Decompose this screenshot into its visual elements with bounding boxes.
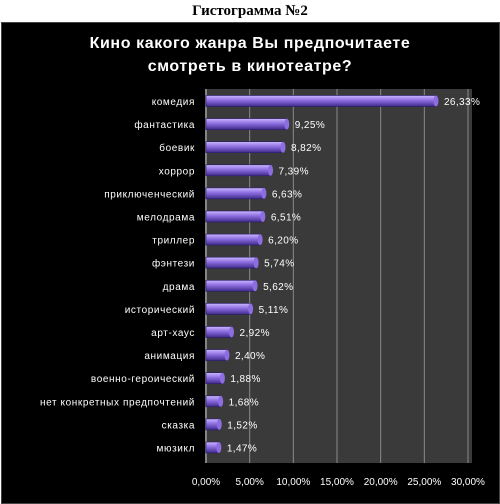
value-label: 9,25%	[295, 120, 325, 131]
category-label: фантастика	[134, 119, 195, 131]
x-tick-label: 10,00%	[276, 477, 310, 488]
x-tick-label: 15,00%	[320, 477, 354, 488]
category-label: боевик	[159, 142, 195, 154]
category-label: фэнтези	[152, 258, 195, 270]
chart-frame: Кино какого жанра Вы предпочитаете смотр…	[1, 22, 500, 504]
x-tick-label: 25,00%	[407, 477, 441, 488]
bar-8	[205, 279, 256, 292]
value-label: 2,40%	[235, 351, 265, 362]
bar-cap-0	[433, 95, 439, 107]
bar-cap-13	[218, 395, 224, 407]
bar-cap-2	[280, 141, 286, 153]
x-axis-tick-labels: 0,00% 5,00% 10,00% 15,00% 20,00% 25,00% 30,00%	[192, 477, 485, 488]
category-label: анимация	[144, 351, 195, 362]
bar-3	[205, 164, 271, 177]
bar-cap-1	[284, 118, 290, 130]
chart-title-line-2: смотреть в кинотеатре?	[148, 58, 353, 75]
bar-5	[205, 210, 264, 223]
value-label: 2,92%	[240, 328, 270, 339]
value-label: 6,20%	[268, 236, 298, 247]
bar-6	[205, 233, 261, 246]
value-label: 5,11%	[259, 305, 289, 316]
value-label: 1,52%	[227, 420, 257, 431]
bar-7	[205, 256, 257, 269]
x-tick-label: 30,00%	[451, 477, 485, 488]
category-label: триллер	[152, 236, 195, 247]
bar-cap-7	[253, 257, 259, 269]
value-label: 1,47%	[227, 444, 257, 455]
category-label: мелодрама	[137, 213, 195, 224]
bar-cap-8	[252, 280, 258, 292]
x-tick-label: 5,00%	[235, 477, 263, 488]
category-label: военно-героический	[91, 374, 195, 385]
value-label: 6,51%	[271, 213, 301, 224]
bar-cap-9	[248, 303, 254, 315]
bar-cap-5	[260, 211, 266, 222]
x-tick-label: 20,00%	[364, 477, 398, 488]
category-label: исторический	[125, 305, 195, 316]
category-label: приключенческий	[104, 189, 195, 200]
bar-cap-3	[268, 164, 274, 176]
bar-1	[205, 118, 288, 130]
bar-cap-6	[257, 234, 263, 246]
category-label: мюзикл	[157, 444, 195, 455]
category-label: сказка	[162, 420, 195, 431]
bar-0	[205, 95, 437, 107]
figure-caption: Гистограмма №2	[192, 3, 308, 19]
bars	[205, 95, 439, 454]
value-label: 1,68%	[229, 397, 259, 408]
value-label: 5,74%	[264, 259, 294, 270]
bar-chart: Кино какого жанра Вы предпочитаете смотр…	[40, 35, 485, 488]
bar-cap-12	[219, 372, 225, 384]
value-label: 5,62%	[263, 282, 293, 293]
value-labels: 26,33% 9,25% 8,82% 7,39% 6,63% 6,51% 6,20% 5,74…	[227, 97, 480, 455]
category-label: драма	[163, 282, 195, 293]
value-label: 26,33%	[444, 97, 480, 108]
category-label: нет конкретных предпочтений	[40, 397, 195, 408]
bar-cap-4	[261, 187, 267, 199]
bar-cap-10	[229, 326, 235, 338]
bar-2	[205, 141, 284, 153]
x-tick-label: 0,00%	[192, 477, 220, 488]
bar-9	[205, 303, 251, 315]
bar-10	[205, 326, 232, 338]
chart-title-line-1: Кино какого жанра Вы предпочитаете	[90, 35, 411, 52]
bar-11	[205, 349, 228, 361]
bar-cap-15	[216, 442, 222, 453]
category-labels: комедия фантастика боевик хоррор приключенче…	[40, 97, 195, 455]
bar-cap-14	[216, 418, 222, 430]
value-label: 1,88%	[230, 374, 260, 385]
bar-4	[205, 187, 265, 200]
value-label: 6,63%	[272, 189, 302, 200]
category-label: комедия	[152, 97, 195, 108]
bar-cap-11	[224, 349, 230, 361]
value-label: 7,39%	[279, 166, 309, 177]
category-label: арт-хаус	[151, 328, 195, 339]
value-label: 8,82%	[291, 143, 321, 154]
category-label: хоррор	[159, 166, 195, 177]
